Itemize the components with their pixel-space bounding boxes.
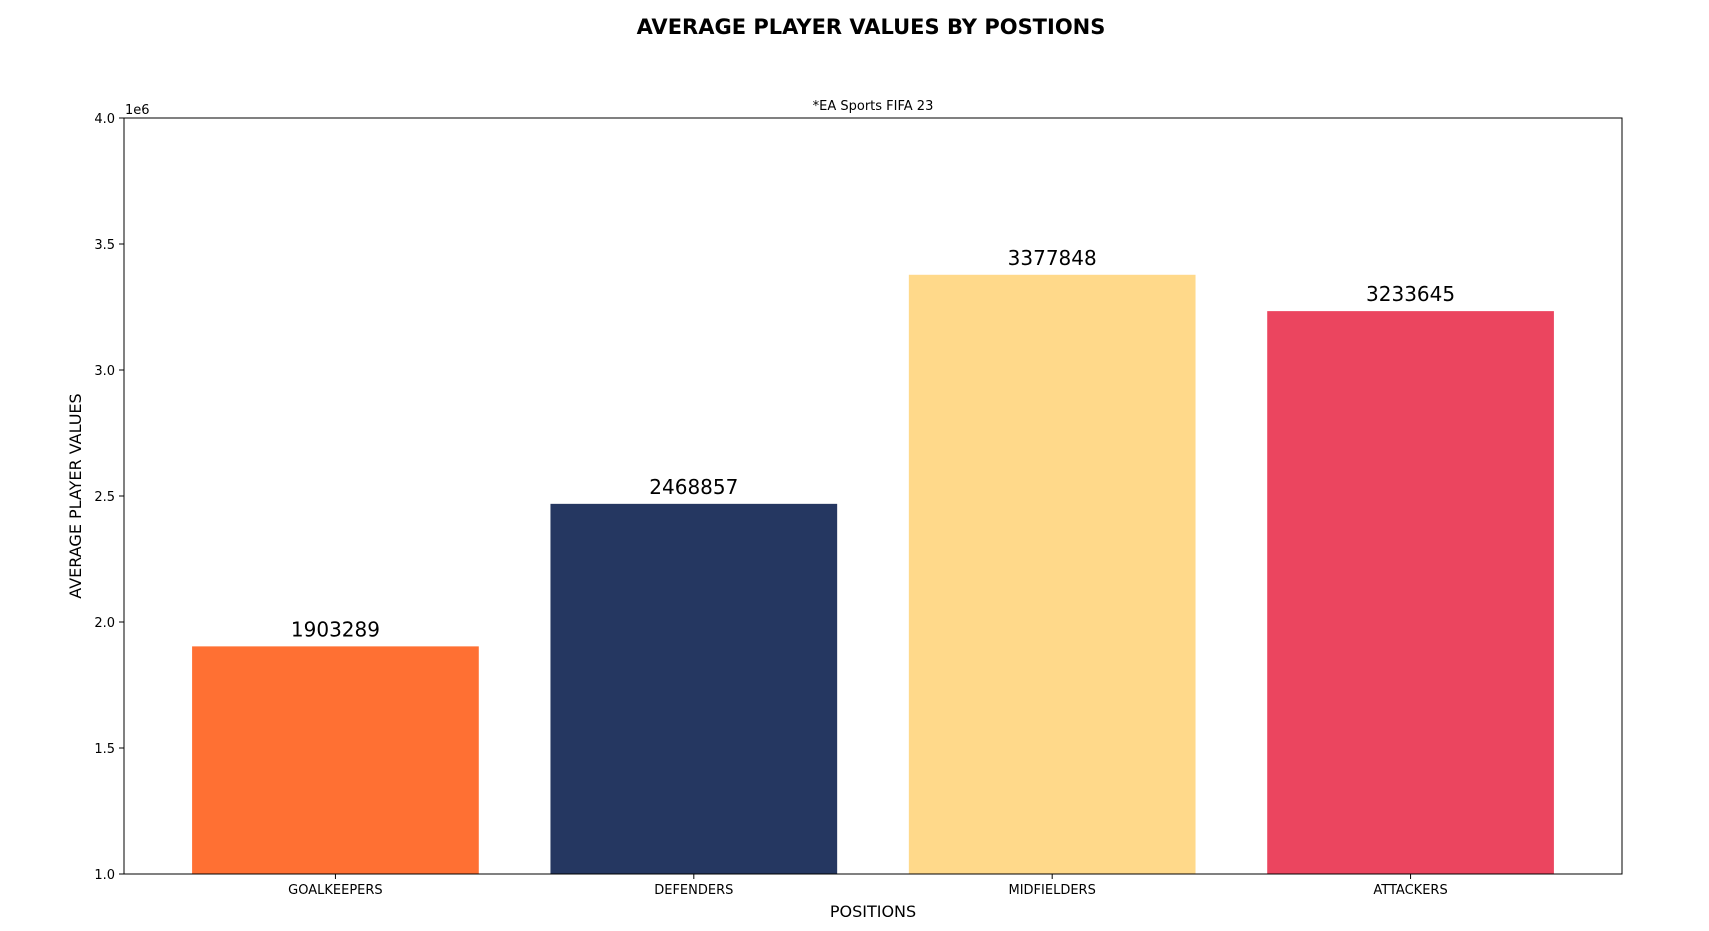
chart-title: AVERAGE PLAYER VALUES BY POSTIONS <box>637 15 1106 39</box>
bar-attackers <box>1267 311 1554 874</box>
y-tick-label: 1.0 <box>94 868 115 883</box>
data-label-midfielders: 3377848 <box>1008 246 1097 270</box>
y-tick-label: 3.0 <box>94 364 115 379</box>
bars-group <box>192 274 1554 874</box>
y-tick-label: 3.5 <box>94 238 115 253</box>
y-axis-ticks: 1.0 1.5 2.0 2.5 3.0 3.5 4.0 <box>94 112 124 883</box>
data-label-attackers: 3233645 <box>1366 282 1455 306</box>
data-labels-group: 1903289 2468857 3377848 3233645 <box>291 246 1455 642</box>
y-axis-offset-label: 1e6 <box>125 103 150 118</box>
y-tick-label: 4.0 <box>94 112 115 127</box>
x-axis-label: POSITIONS <box>830 902 916 921</box>
y-axis-label: AVERAGE PLAYER VALUES <box>66 393 85 598</box>
y-tick-label: 1.5 <box>94 742 115 757</box>
bar-defenders <box>550 503 838 874</box>
data-label-defenders: 2468857 <box>649 475 738 499</box>
x-tick-label: GOALKEEPERS <box>288 883 383 898</box>
x-tick-label: ATTACKERS <box>1373 883 1447 898</box>
bar-midfielders <box>908 274 1196 874</box>
y-tick-label: 2.0 <box>94 616 115 631</box>
chart-subtitle: *EA Sports FIFA 23 <box>813 99 934 114</box>
x-tick-label: DEFENDERS <box>654 883 733 898</box>
data-label-goalkeepers: 1903289 <box>291 617 380 641</box>
x-axis-ticks: GOALKEEPERS DEFENDERS MIDFIELDERS ATTACKERS <box>288 874 1448 898</box>
y-tick-label: 2.5 <box>94 490 115 505</box>
bar-goalkeepers <box>192 646 479 874</box>
x-tick-label: MIDFIELDERS <box>1009 883 1096 898</box>
